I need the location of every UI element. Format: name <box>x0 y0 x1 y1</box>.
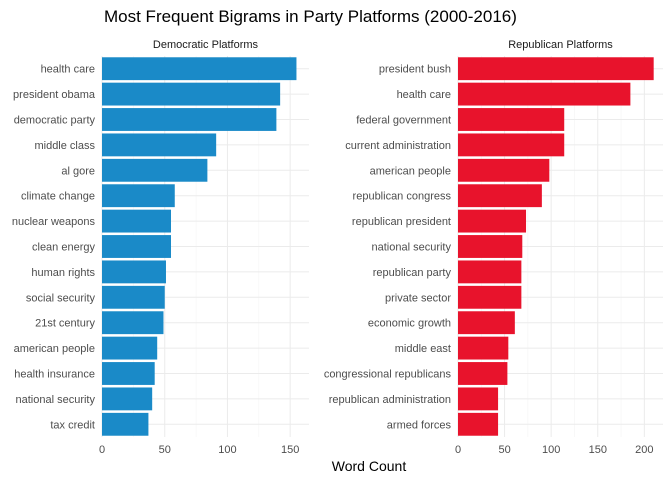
y-category-label: economic growth <box>368 318 451 330</box>
x-tick-label: 0 <box>455 444 461 456</box>
chart-title: Most Frequent Bigrams in Party Platforms… <box>104 7 517 26</box>
y-category-label: democratic party <box>14 115 96 127</box>
y-category-label: health care <box>397 89 451 101</box>
y-category-label: health care <box>41 64 95 76</box>
y-category-label: middle east <box>395 343 451 355</box>
bar-current-administration <box>458 133 565 157</box>
y-category-label: republican president <box>352 216 451 228</box>
y-category-label: national security <box>372 242 452 254</box>
bar-armed-forces <box>458 412 499 436</box>
bar-health-care <box>458 82 631 106</box>
y-category-label: republican party <box>373 267 452 279</box>
facet-label-democratic-platforms: Democratic Platforms <box>153 39 259 51</box>
bar-american-people <box>102 336 158 360</box>
y-category-label: national security <box>16 394 96 406</box>
bar-health-care <box>102 57 297 81</box>
y-category-label: private sector <box>385 292 451 304</box>
y-category-label: president bush <box>379 64 451 76</box>
x-tick-label: 200 <box>635 444 653 456</box>
bar-american-people <box>458 158 550 182</box>
bar-president-bush <box>458 57 654 81</box>
x-tick-label: 0 <box>99 444 105 456</box>
y-category-label: social security <box>26 292 96 304</box>
bar-clean-energy <box>102 235 171 258</box>
bar-economic-growth <box>458 311 515 335</box>
bar-al-gore <box>102 158 208 182</box>
y-category-label: al gore <box>61 165 95 177</box>
bar-21st-century <box>102 311 164 335</box>
y-category-label: federal government <box>356 115 451 127</box>
y-category-label: clean energy <box>32 242 95 254</box>
bar-national-security <box>102 387 153 411</box>
bar-nuclear-weapons <box>102 209 171 233</box>
bar-republican-party <box>458 260 522 284</box>
panel-republican-platforms: Republican Platforms 0 50 100 150 200 presiden… <box>324 39 663 456</box>
x-tick-label: 100 <box>218 444 236 456</box>
bar-climate-change <box>102 184 175 208</box>
bar-tax-credit <box>102 412 149 436</box>
bar-middle-east <box>458 336 509 360</box>
bar-health-insurance <box>102 362 155 385</box>
y-category-label: human rights <box>31 267 95 279</box>
bar-democratic-party <box>102 108 277 131</box>
bar-republican-president <box>458 209 527 233</box>
bar-private-sector <box>458 285 522 309</box>
y-category-label: republican congress <box>353 191 452 203</box>
bar-federal-government <box>458 108 565 131</box>
bar-social-security <box>102 285 165 309</box>
x-tick-label: 100 <box>542 444 560 456</box>
bar-republican-administration <box>458 387 499 411</box>
y-category-label: president obama <box>13 89 96 101</box>
x-tick-label: 150 <box>281 444 299 456</box>
y-category-label: climate change <box>21 191 95 203</box>
y-category-label: american people <box>14 343 95 355</box>
bar-human-rights <box>102 260 166 284</box>
y-category-label: 21st century <box>35 318 95 330</box>
y-category-label: republican administration <box>329 394 451 406</box>
panel-democratic-platforms: Democratic Platforms 0 50 100 150 health care… <box>12 39 309 456</box>
x-axis-title: Word Count <box>332 458 407 474</box>
x-tick-label: 50 <box>159 444 171 456</box>
x-tick-label: 150 <box>589 444 607 456</box>
y-category-label: nuclear weapons <box>12 216 96 228</box>
bar-middle-class <box>102 133 217 157</box>
bar-president-obama <box>102 82 281 106</box>
facet-label-republican-platforms: Republican Platforms <box>508 39 613 51</box>
y-category-label: armed forces <box>387 419 452 431</box>
bar-congressional-republicans <box>458 362 508 385</box>
facet-panels: Democratic Platforms 0 50 100 150 health care… <box>12 39 663 456</box>
y-category-label: american people <box>370 165 451 177</box>
bar-republican-congress <box>458 184 542 208</box>
bar-national-security <box>458 235 523 258</box>
y-category-label: congressional republicans <box>324 369 452 381</box>
y-category-label: tax credit <box>50 419 95 431</box>
y-category-label: health insurance <box>14 369 95 381</box>
y-category-label: current administration <box>345 140 451 152</box>
y-category-label: middle class <box>34 140 95 152</box>
x-tick-label: 50 <box>498 444 510 456</box>
